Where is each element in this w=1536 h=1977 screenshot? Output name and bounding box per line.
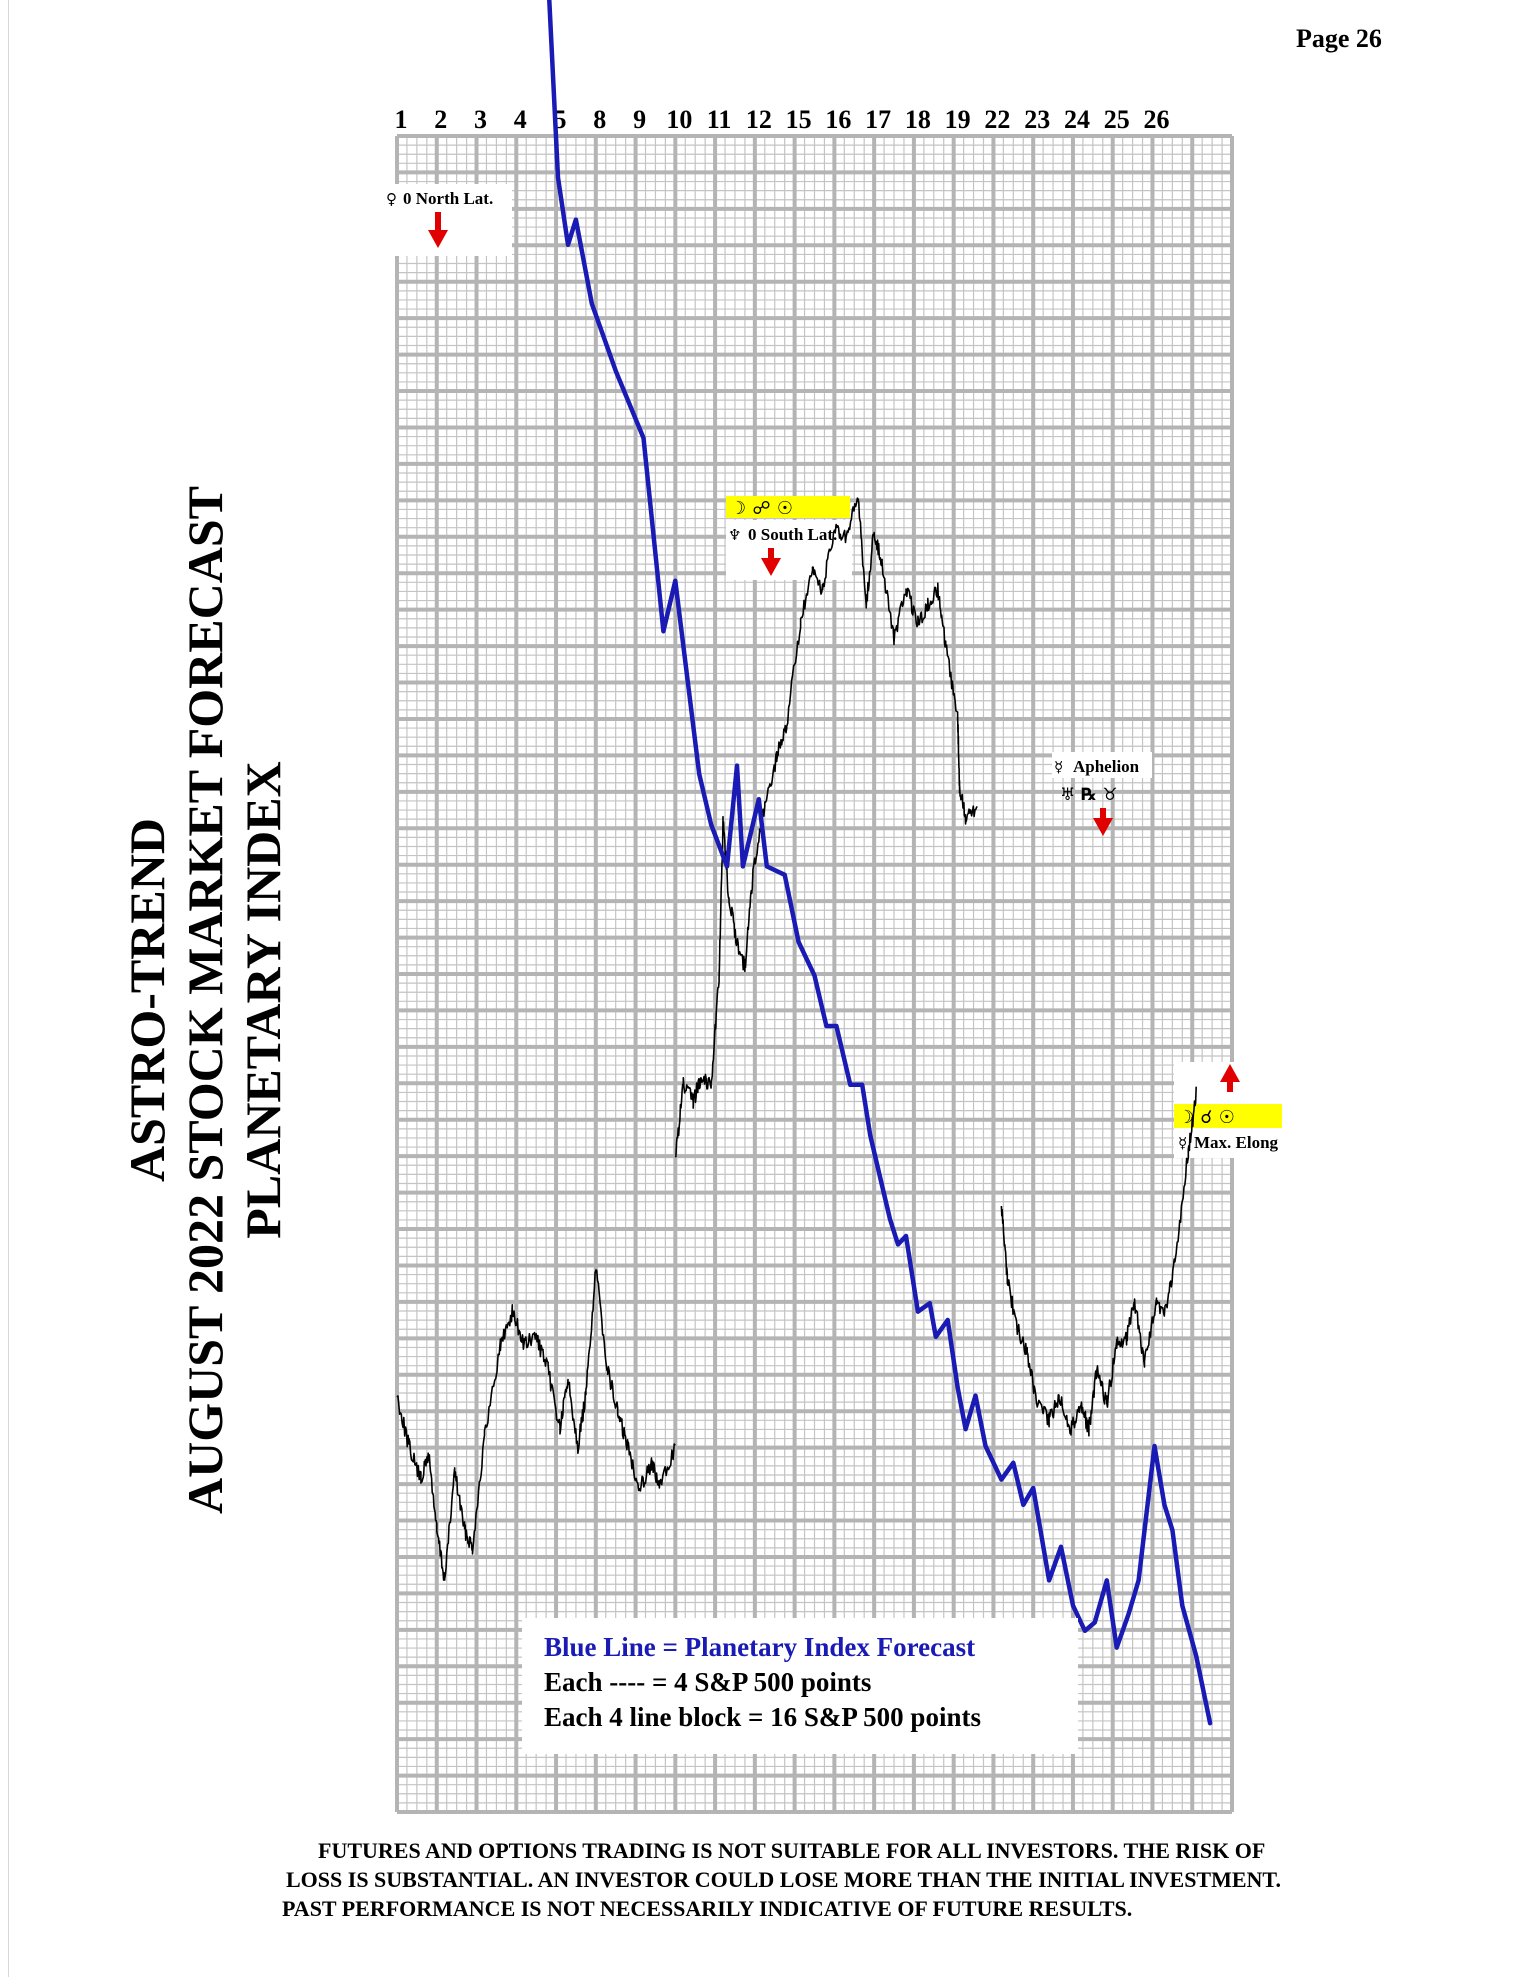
price-segment-3	[1000, 1086, 1197, 1437]
page-edge-rule	[8, 0, 9, 1977]
mercury-icon: ☿	[1054, 758, 1063, 776]
moon-conjunct-sun-icon: ☽ ☌ ☉	[1178, 1107, 1235, 1128]
annotation-venus-north-lat: ♀ 0 North Lat.	[384, 184, 512, 256]
day-labels: 1 2 3 4 5 8 9 10 11 12 15 16 17 18 19 22 23 24 25 26	[395, 105, 1170, 134]
day-label-10: 10	[666, 105, 692, 134]
annotation-text: 0 North Lat.	[403, 189, 493, 208]
day-label-4: 4	[514, 105, 527, 134]
legend-block-scale: Each 4 line block = 16 S&P 500 points	[544, 1702, 981, 1732]
uranus-retrograde-taurus-icon: ♅ ℞ ♉	[1060, 785, 1118, 805]
annotation-south-lat: ♆ 0 South Lat.	[726, 520, 852, 580]
day-label-25: 25	[1104, 105, 1130, 134]
grid-block-lines	[395, 134, 1234, 1814]
disclaimer-line-2: LOSS IS SUBSTANTIAL. AN INVESTOR COULD L…	[286, 1867, 1281, 1892]
mercury-icon: ☿	[1178, 1134, 1187, 1152]
legend: Blue Line = Planetary Index Forecast Eac…	[522, 1618, 1078, 1754]
price-segment-1	[396, 1269, 676, 1581]
page-number: Page 26	[1296, 24, 1382, 53]
day-label-24: 24	[1064, 105, 1090, 134]
day-label-23: 23	[1024, 105, 1050, 134]
annotation-aspects-day24: ♅ ℞ ♉	[1060, 785, 1118, 836]
day-label-22: 22	[984, 105, 1010, 134]
disclaimer: FUTURES AND OPTIONS TRADING IS NOT SUITA…	[270, 1836, 1470, 1923]
down-arrow-icon	[761, 548, 781, 576]
down-arrow-icon	[1093, 808, 1113, 836]
forecast-line	[547, 0, 1213, 1726]
up-arrow-icon	[1220, 1064, 1240, 1092]
forecast-series	[547, 0, 1213, 1726]
annotation-text: 0 South Lat.	[748, 525, 837, 544]
annotation-text: Max. Elong	[1194, 1133, 1279, 1152]
day-label-11: 11	[707, 105, 732, 134]
neptune-icon: ♆	[728, 526, 741, 544]
day-label-16: 16	[825, 105, 851, 134]
legend-line-scale: Each ---- = 4 S&P 500 points	[544, 1667, 872, 1697]
disclaimer-line-3: PAST PERFORMANCE IS NOT NECESSARILY INDI…	[282, 1896, 1133, 1921]
day-label-8: 8	[593, 105, 606, 134]
day-label-9: 9	[633, 105, 646, 134]
annotation-mercury-aphelion: ☿ Aphelion	[1052, 752, 1152, 778]
day-label-3: 3	[474, 105, 487, 134]
day-label-12: 12	[746, 105, 772, 134]
day-label-26: 26	[1143, 105, 1169, 134]
annotation-text: Aphelion	[1073, 757, 1140, 776]
day-label-19: 19	[945, 105, 971, 134]
day-label-18: 18	[905, 105, 931, 134]
annotations: ♀ 0 North Lat. ☽ ☍ ☉ ♆ 0 South Lat. ☿	[384, 184, 1282, 1158]
venus-icon: ♀	[386, 190, 397, 208]
moon-opposition-sun-icon: ☽ ☍ ☉	[730, 498, 793, 519]
down-arrow-icon	[428, 212, 448, 248]
day-label-17: 17	[865, 105, 891, 134]
disclaimer-line-1: FUTURES AND OPTIONS TRADING IS NOT SUITA…	[318, 1838, 1266, 1863]
day-label-15: 15	[786, 105, 812, 134]
price-segment-2	[674, 497, 978, 1158]
annotation-moon-opposition-sun: ☽ ☍ ☉	[726, 496, 850, 519]
legend-forecast-line: Blue Line = Planetary Index Forecast	[544, 1632, 976, 1662]
day-label-1: 1	[395, 105, 408, 134]
day-label-2: 2	[434, 105, 447, 134]
price-series	[396, 497, 1197, 1581]
